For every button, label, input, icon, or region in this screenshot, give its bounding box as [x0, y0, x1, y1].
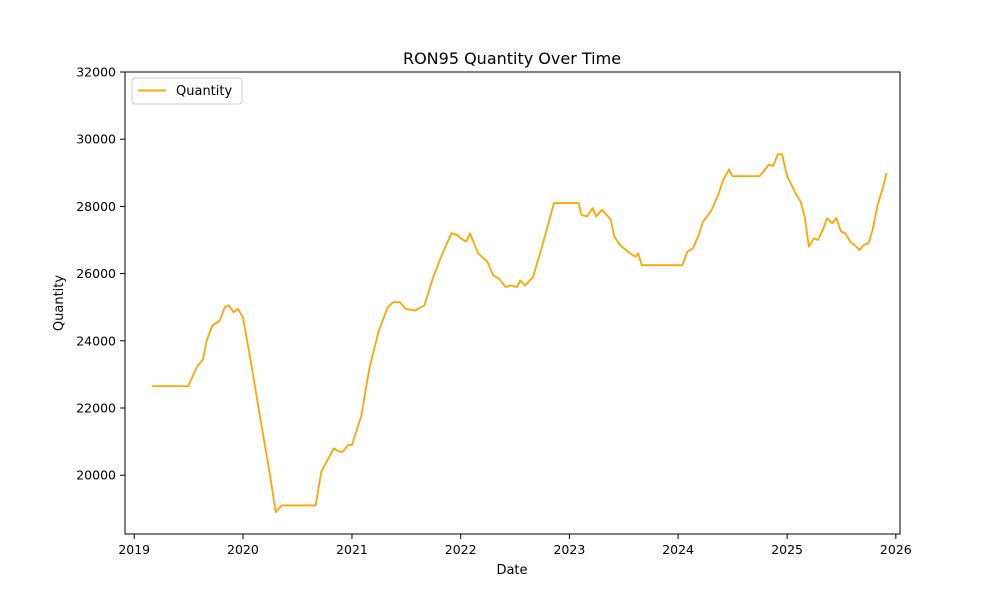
axes: 2019 2020 2021 2022 2023 2024 2025 2026 20000 220… [76, 65, 912, 558]
x-tick-label: 2023 [553, 542, 585, 557]
legend-box [131, 77, 243, 105]
y-tick-label: 32000 [76, 65, 116, 80]
y-tick-label: 30000 [76, 132, 116, 147]
y-tick-label: 24000 [76, 333, 116, 348]
legend-label: Quantity [176, 84, 232, 99]
x-tick-label: 2021 [336, 542, 368, 557]
legend: Quantity [131, 77, 243, 105]
y-tick-label: 22000 [76, 401, 116, 416]
series-line-quantity [151, 153, 888, 514]
chart-title: RON95 Quantity Over Time [403, 49, 621, 68]
y-tick-label: 20000 [76, 468, 116, 483]
x-tick-label: 2020 [227, 542, 259, 557]
x-tick-label: 2022 [445, 542, 477, 557]
x-tick-label: 2026 [880, 542, 912, 557]
y-tick-label: 28000 [76, 199, 116, 214]
y-tick-label: 26000 [76, 266, 116, 281]
x-axis-label: Date [496, 563, 527, 578]
axes-frame [124, 71, 901, 535]
x-tick-label: 2025 [771, 542, 803, 557]
plot-area [151, 153, 888, 514]
x-tick-label: 2019 [118, 542, 150, 557]
y-axis-label: Quantity [52, 275, 67, 331]
x-tick-label: 2024 [662, 542, 694, 557]
